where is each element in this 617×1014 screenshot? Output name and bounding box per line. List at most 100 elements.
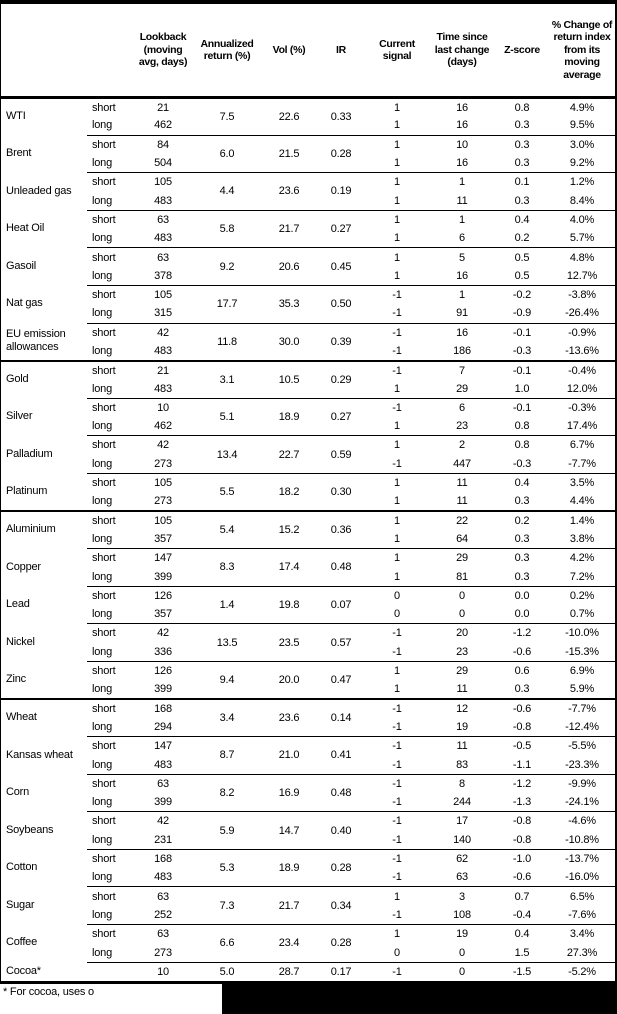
zscore-value: -0.6 [495,698,549,718]
position-label: short [87,209,133,230]
ir-value: 0.27 [317,397,365,436]
pct-change-value: 9.5% [569,119,595,132]
ir-value: 0.40 [317,811,365,850]
table-row: Corn short 63 8.2 16.9 0.48 -1 8 -1.2 -9.9% [1,773,615,812]
table-row: Zinc short 126 9.4 20.0 0.47 1 29 0.6 6.9% [1,660,615,699]
zscore-value: 0.2 [514,232,530,245]
lookback-value: 105 [133,510,193,530]
current-signal-value: -1 [365,322,429,342]
position-label: long [92,307,112,320]
annualized-return-value: 8.7 [193,736,261,775]
position-label: long [92,232,112,245]
zscore-value: 0.7 [495,886,549,906]
time-since-value: 1 [429,284,495,305]
pct-change-value: 17.4% [566,420,598,433]
position-label: long [92,720,112,733]
lookback-value: 483 [154,232,172,245]
annualized-return-value: 5.5 [193,472,261,512]
vol-value: 23.4 [261,924,317,963]
vol-value: 23.6 [261,172,317,211]
time-since-value: 16 [456,157,468,170]
zscore-value: -0.4 [512,908,532,921]
current-signal-value: -1 [392,908,402,921]
commodity-name: Lead [6,598,30,611]
lookback-value: 105 [133,472,193,493]
lookback-value: 147 [133,736,193,756]
annualized-return-value: 9.2 [193,247,261,286]
time-since-value: 12 [429,698,495,718]
ir-value: 0.14 [317,698,365,737]
time-since-value: 11 [456,194,468,207]
table-row: Coffee short 63 6.6 23.4 0.28 1 19 0.4 3.4% [1,924,615,963]
vol-value: 35.3 [261,284,317,324]
zscore-value: -0.1 [495,359,549,380]
header-pct-change: % Change of return index from its moving… [549,4,615,99]
annualized-return-value: 1.4 [193,585,261,624]
current-signal-value: 1 [394,570,400,583]
lookback-value: 357 [154,532,172,545]
ir-value: 0.36 [317,510,365,549]
zscore-value: -1.0 [495,848,549,869]
pct-change-value: -5.5% [549,736,615,756]
lookback-value: 105 [133,172,193,192]
time-since-value: 16 [456,269,468,282]
zscore-value: 0.3 [514,194,530,207]
annualized-return-value: 6.0 [193,134,261,173]
vol-value: 15.2 [261,510,317,549]
commodity-name: Copper [6,560,41,573]
pct-change-value: 4.9% [569,101,595,114]
current-signal-value: 1 [365,548,429,568]
zscore-value: -0.8 [512,720,532,733]
lookback-value: 483 [154,344,172,357]
ir-value: 0.48 [317,773,365,812]
vol-value: 23.5 [261,623,317,662]
ir-value: 0.34 [317,886,365,925]
current-signal-value: 1 [365,660,429,681]
current-signal-value: 1 [365,924,429,944]
pct-change-value: 12.0% [566,382,598,395]
commodity-name: Corn [6,786,30,799]
current-signal-value: -1 [392,758,402,771]
pct-change-value: 4.0% [549,209,615,230]
current-signal-value: -1 [392,645,402,658]
lookback-value: 504 [154,157,172,170]
annualized-return-value: 11.8 [193,322,261,361]
position-label: short [87,848,133,869]
ir-value: 0.45 [317,247,365,286]
zscore-value: 0.3 [495,134,549,154]
zscore-value: 0.6 [495,660,549,681]
footnote-text: * For cocoa, uses o [3,985,94,998]
lookback-value: 483 [154,194,172,207]
table-row: long 357 0 0 0.0 0.7% [1,605,615,624]
position-label: long [92,194,112,207]
position-label: long [92,833,112,846]
zscore-value: -0.3 [512,457,532,470]
table-row: long 273 0 0 1.5 27.3% [1,943,615,962]
pct-change-value: 6.9% [549,660,615,681]
table-row: Gold short 21 3.1 10.5 0.29 -1 7 -0.1 -0.4% [1,359,615,399]
vol-value: 16.9 [261,773,317,812]
lookback-value: 10 [133,397,193,418]
table-row: Soybeans short 42 5.9 14.7 0.40 -1 17 -0.8 -4.6% [1,811,615,850]
annualized-return-value: 8.2 [193,773,261,812]
ir-value: 0.28 [317,134,365,173]
position-label: short [92,101,116,114]
header-time-since: Time since last change (days) [429,4,495,99]
lookback-value: 126 [133,660,193,681]
pct-change-value: 0.7% [569,608,595,621]
commodity-name: Coffee [6,936,38,949]
vol-value: 22.7 [261,435,317,474]
current-signal-value: 1 [394,194,400,207]
time-since-value: 0 [429,585,495,606]
annualized-return-value: 4.4 [193,172,261,211]
time-since-value: 29 [456,382,468,395]
position-label: short [87,322,133,342]
table-row: long 483 -1 186 -0.3 -13.6% [1,342,615,361]
zscore-value: 0.0 [495,585,549,606]
annualized-return-value: 6.6 [193,924,261,963]
position-label: short [87,924,133,944]
table-row: long 399 -1 244 -1.3 -24.1% [1,793,615,812]
position-label: short [87,773,133,793]
pct-change-value: 1.2% [549,172,615,192]
current-signal-value: 1 [394,382,400,395]
